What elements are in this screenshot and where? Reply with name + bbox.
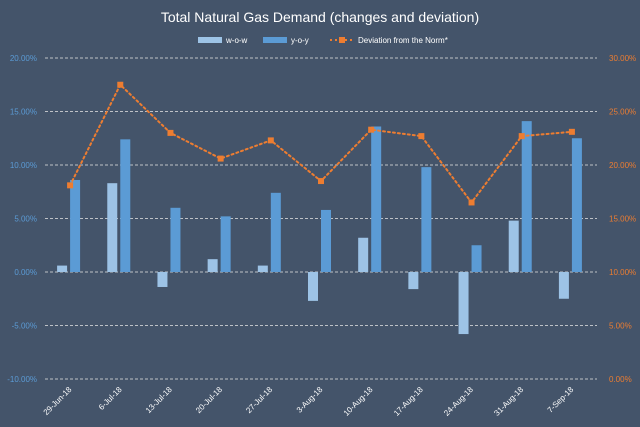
x-tick-label: 10-Aug-18 bbox=[342, 385, 375, 418]
legend-label: Deviation from the Norm* bbox=[358, 36, 448, 45]
right-tick-label: 20.00% bbox=[609, 161, 636, 170]
bar-w-o-w-7 bbox=[408, 272, 419, 290]
x-tick-label: 31-Aug-18 bbox=[492, 385, 525, 418]
deviation-line-path bbox=[69, 83, 573, 205]
bar-y-o-y-3 bbox=[220, 216, 231, 272]
bar-w-o-w-5 bbox=[308, 272, 318, 301]
left-tick-label: -10.00% bbox=[7, 375, 37, 384]
right-tick-label: 10.00% bbox=[609, 268, 636, 277]
bar-y-o-y-10 bbox=[571, 138, 582, 272]
deviation-marker-3 bbox=[217, 155, 224, 162]
left-tick-label: 5.00% bbox=[14, 215, 37, 224]
bar-w-o-w-9 bbox=[508, 220, 519, 272]
deviation-marker-10 bbox=[568, 128, 575, 135]
right-tick-label: 25.00% bbox=[609, 108, 636, 117]
right-tick-label: 15.00% bbox=[609, 215, 636, 224]
x-tick-label: 24-Aug-18 bbox=[442, 385, 475, 418]
x-tick-label: 20-Jul-18 bbox=[194, 385, 224, 415]
bar-y-o-y-0 bbox=[70, 179, 81, 272]
left-tick-label: 15.00% bbox=[10, 108, 37, 117]
deviation-marker-4 bbox=[267, 137, 274, 144]
x-tick-label: 29-Jun-18 bbox=[42, 385, 74, 417]
deviation-marker-5 bbox=[318, 178, 324, 185]
x-axis: 29-Jun-18 6-Jul-18 13-Jul-18 20-Jul-18 27-Ju… bbox=[42, 385, 576, 418]
bar-w-o-w-8 bbox=[458, 272, 469, 335]
bar-y-o-y-6 bbox=[371, 126, 382, 272]
right-tick-label: 30.00% bbox=[609, 54, 636, 63]
bar-y-o-y-4 bbox=[270, 192, 281, 272]
bar-w-o-w-0 bbox=[57, 265, 68, 272]
right-tick-label: 5.00% bbox=[609, 322, 632, 331]
x-tick-label: 3-Aug-18 bbox=[295, 385, 325, 415]
deviation-marker-0 bbox=[67, 182, 74, 189]
bar-y-o-y-5 bbox=[321, 209, 331, 272]
x-tick-label: 6-Jul-18 bbox=[97, 385, 124, 412]
left-tick-label: 10.00% bbox=[10, 161, 37, 170]
bar-w-o-w-4 bbox=[257, 265, 268, 272]
deviation-marker-9 bbox=[518, 133, 525, 140]
bar-w-o-w-6 bbox=[358, 237, 369, 272]
bar-w-o-w-3 bbox=[207, 259, 218, 272]
bar-y-o-y-8 bbox=[471, 245, 482, 272]
bar-w-o-w-2 bbox=[157, 272, 168, 287]
deviation-line bbox=[67, 81, 575, 206]
legend-swatch bbox=[198, 37, 222, 43]
bar-y-o-y-1 bbox=[120, 139, 131, 272]
bar-y-o-y-9 bbox=[521, 121, 532, 272]
left-tick-label: 0.00% bbox=[14, 268, 37, 277]
legend-label: y-o-y bbox=[291, 36, 309, 45]
x-tick-label: 27-Jul-18 bbox=[244, 385, 274, 415]
bar-w-o-w-1 bbox=[107, 183, 118, 272]
x-tick-label: 13-Jul-18 bbox=[144, 385, 174, 415]
bar-y-o-y-7 bbox=[421, 167, 432, 272]
bar-y-o-y-2 bbox=[170, 207, 181, 272]
legend: w-o-w y-o-y Deviation from the Norm* bbox=[198, 36, 448, 45]
right-axis: 0.00% 5.00% 10.00% 15.00% 20.00% 25.00% 30.00% bbox=[609, 54, 636, 384]
legend-swatch bbox=[263, 37, 287, 43]
bars bbox=[57, 121, 582, 335]
chart-title: Total Natural Gas Demand (changes and de… bbox=[161, 9, 479, 25]
right-tick-label: 0.00% bbox=[609, 375, 632, 384]
deviation-marker-2 bbox=[167, 129, 174, 136]
bar-w-o-w-10 bbox=[558, 272, 569, 299]
deviation-marker-1 bbox=[117, 81, 124, 88]
legend-label: w-o-w bbox=[225, 36, 248, 45]
x-tick-label: 7-Sep-18 bbox=[546, 385, 576, 415]
deviation-marker-7 bbox=[418, 133, 425, 140]
left-tick-label: -5.00% bbox=[12, 322, 37, 331]
deviation-marker-6 bbox=[368, 126, 375, 133]
legend-swatch-marker bbox=[339, 37, 345, 43]
x-tick-label: 17-Aug-18 bbox=[392, 385, 425, 418]
deviation-marker-8 bbox=[468, 199, 475, 206]
left-tick-label: 20.00% bbox=[10, 54, 37, 63]
left-axis: -10.00% -5.00% 0.00% 5.00% 10.00% 15.00% 20.00… bbox=[7, 54, 37, 384]
